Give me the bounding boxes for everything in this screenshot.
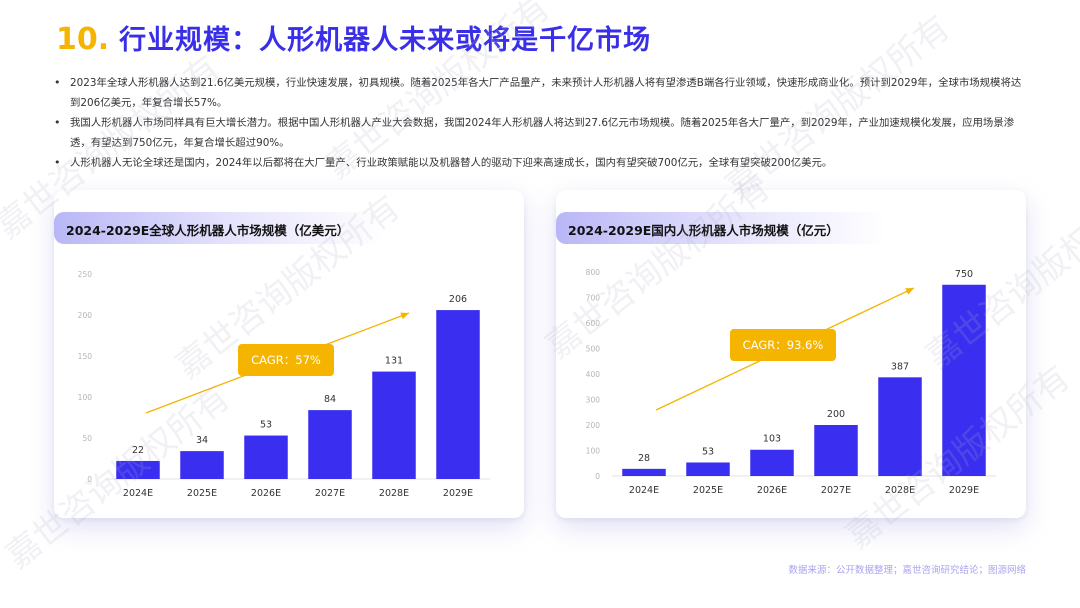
y-tick-label: 150 [78, 352, 93, 361]
bar [878, 377, 922, 476]
bullet-item: 2023年全球人形机器人达到21.6亿美元规模，行业快速发展，初具规模。随着20… [54, 73, 1030, 113]
data-label: 387 [891, 361, 909, 372]
bar [372, 371, 416, 479]
domestic-market-chart-card: 2024-2029E国内人形机器人市场规模（亿元） 0 100 200 300 400 5… [556, 190, 1026, 518]
x-tick-label: 2025E [187, 488, 217, 499]
y-tick-label: 700 [586, 294, 601, 303]
cagr-badge [730, 329, 836, 361]
chart-title: 2024-2029E全球人形机器人市场规模（亿美元） [66, 223, 350, 238]
global-market-chart-card: 2024-2029E全球人形机器人市场规模（亿美元） 0 50 100 150 200 2… [54, 190, 524, 518]
trend-arrow-head [400, 312, 409, 320]
x-tick-label: 2024E [629, 485, 659, 496]
section-number: 10. [56, 22, 110, 57]
y-tick-label: 500 [586, 345, 601, 354]
bar [116, 460, 160, 479]
y-tick-label: 200 [78, 311, 93, 320]
data-label: 84 [324, 394, 336, 405]
summary-bullets: 2023年全球人形机器人达到21.6亿美元规模，行业快速发展，初具规模。随着20… [54, 73, 1030, 173]
x-tick-label: 2029E [949, 485, 979, 496]
bar [180, 451, 224, 479]
data-label: 34 [196, 435, 208, 446]
bullet-item: 人形机器人无论全球还是国内，2024年以后都将在大厂量产、行业政策赋能以及机器替… [54, 153, 1030, 173]
y-tick-label: 0 [595, 472, 600, 481]
chart-title-bar: 2024-2029E全球人形机器人市场规模（亿美元） [54, 212, 384, 244]
data-label: 206 [449, 294, 467, 305]
trend-arrow-head [905, 288, 914, 295]
cagr-label: CAGR：93.6% [743, 338, 824, 352]
data-label: 53 [260, 420, 272, 431]
x-tick-label: 2027E [821, 485, 851, 496]
y-tick-label: 600 [586, 319, 601, 328]
x-tick-label: 2026E [251, 488, 281, 499]
bar [814, 425, 858, 476]
x-tick-label: 2025E [693, 485, 723, 496]
bar [436, 310, 480, 479]
global-market-bar-chart: 0 50 100 150 200 250 22 2024E 34 2025E 53 2026E 84 20… [78, 270, 490, 499]
y-tick-label: 250 [78, 270, 93, 279]
data-label: 28 [638, 453, 650, 464]
y-tick-label: 800 [586, 268, 601, 277]
data-label: 22 [132, 445, 144, 456]
bar [244, 435, 288, 479]
bar [308, 410, 352, 479]
cagr-badge [238, 344, 334, 376]
bar [750, 449, 794, 476]
y-tick-label: 400 [586, 370, 601, 379]
x-tick-label: 2027E [315, 488, 345, 499]
domestic-market-bar-chart: 0 100 200 300 400 500 600 700 800 28 2024E 53 2025E 1… [586, 268, 996, 496]
bar [686, 462, 730, 476]
x-tick-label: 2026E [757, 485, 787, 496]
data-label: 53 [702, 446, 714, 457]
bar [942, 284, 986, 476]
y-tick-label: 200 [586, 421, 601, 430]
chart-title-bar: 2024-2029E国内人形机器人市场规模（亿元） [556, 212, 886, 244]
page-header: 10. 行业规模：人形机器人未来或将是千亿市场 [56, 18, 651, 58]
data-label: 750 [955, 269, 973, 280]
y-tick-label: 0 [87, 475, 92, 484]
x-tick-label: 2028E [379, 488, 409, 499]
data-label: 103 [763, 434, 781, 445]
data-label: 200 [827, 409, 845, 420]
x-tick-label: 2028E [885, 485, 915, 496]
y-tick-label: 100 [78, 393, 93, 402]
cagr-label: CAGR：57% [251, 353, 321, 367]
x-tick-label: 2029E [443, 488, 473, 499]
data-source-note: 数据来源：公开数据整理；嘉世咨询研究结论；图源网络 [788, 565, 1026, 576]
y-tick-label: 100 [586, 447, 601, 456]
bullet-item: 我国人形机器人市场同样具有巨大增长潜力。根据中国人形机器人产业大会数据，我国20… [54, 113, 1030, 153]
chart-title: 2024-2029E国内人形机器人市场规模（亿元） [568, 223, 839, 238]
data-label: 131 [385, 356, 403, 367]
page-title: 行业规模：人形机器人未来或将是千亿市场 [119, 25, 652, 56]
y-tick-label: 50 [82, 434, 92, 443]
y-tick-label: 300 [586, 396, 601, 405]
bar [622, 468, 666, 476]
x-tick-label: 2024E [123, 488, 153, 499]
